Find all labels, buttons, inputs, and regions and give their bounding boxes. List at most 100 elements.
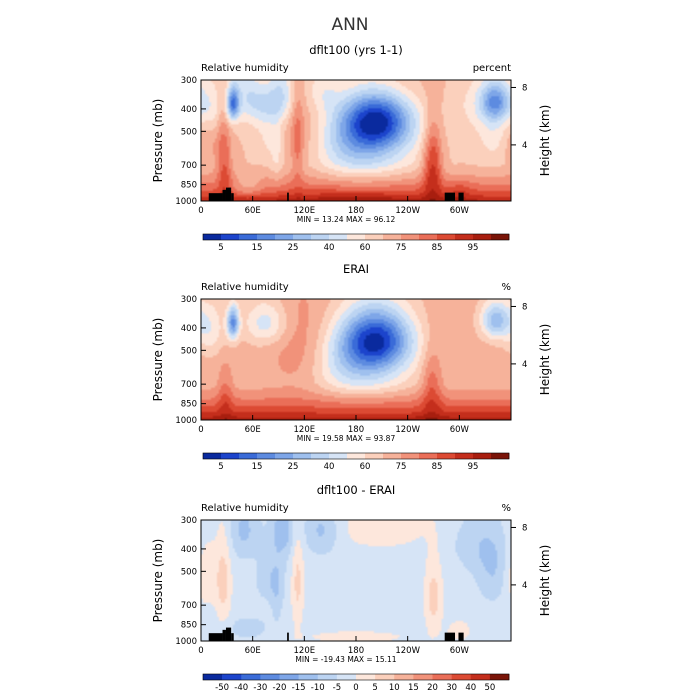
y-tick-label: 850	[181, 181, 197, 191]
colorbar-swatch	[221, 234, 240, 240]
colorbar: 5 15 25 40 60 75 85 95	[202, 452, 510, 472]
colorbar-frame	[202, 673, 510, 681]
colorbar-label: -40	[234, 683, 248, 693]
x-tick-label: 60W	[450, 206, 470, 216]
colorbar: 5 15 25 40 60 75 85 95	[202, 233, 510, 253]
colorbar-label: 85	[432, 243, 443, 253]
colorbar-label: -5	[333, 683, 341, 693]
x-tick-label: 60E	[245, 425, 261, 435]
colorbar-swatch	[329, 234, 348, 240]
height-tick-label: 8	[522, 523, 527, 533]
colorbar-swatch	[432, 674, 452, 680]
colorbar-label: -30	[253, 683, 267, 693]
colorbar-label: -50	[215, 683, 229, 693]
x-tick-label: 60W	[450, 646, 470, 656]
contour-field	[201, 80, 511, 201]
colorbar-label: 15	[252, 243, 263, 253]
y-tick-label: 850	[181, 621, 197, 631]
x-tick-label: 120W	[395, 646, 420, 656]
topography-mask	[444, 632, 456, 641]
topography-mask	[458, 632, 464, 641]
colorbar-label: 15	[252, 462, 263, 472]
colorbar-label: 5	[372, 683, 377, 693]
colorbar-swatch	[317, 674, 338, 680]
colorbar-label: 10	[389, 683, 400, 693]
y-axis-label: Pressure (mb)	[151, 318, 165, 402]
colorbar-swatch	[455, 234, 474, 240]
colorbar-swatch	[413, 674, 433, 680]
x-tick-label: 60E	[245, 646, 261, 656]
colorbar-swatch	[260, 674, 280, 680]
x-tick-label: 180	[348, 206, 364, 216]
colorbar-swatch	[239, 234, 258, 240]
colorbar-swatch	[279, 674, 299, 680]
colorbar-label: 75	[396, 243, 407, 253]
colorbar-swatch	[293, 453, 312, 459]
x-tick-label: 180	[348, 425, 364, 435]
x-tick-label: 180	[348, 646, 364, 656]
topography-mask	[208, 193, 223, 201]
topography-mask	[231, 193, 234, 201]
colorbar-swatch	[203, 674, 223, 680]
colorbar-swatch	[491, 453, 510, 459]
colorbar-swatch	[401, 234, 420, 240]
contour-field	[201, 520, 511, 641]
colorbar-swatch	[347, 234, 366, 240]
y-tick-label: 500	[181, 346, 197, 356]
variable-label: Relative humidity	[201, 503, 289, 514]
colorbar-label: -10	[311, 683, 325, 693]
y-tick-label: 300	[181, 295, 197, 305]
colorbar-label: 60	[360, 462, 371, 472]
topography-mask	[225, 627, 232, 641]
panel-title: dflt100 - ERAI	[317, 483, 396, 497]
x-tick-label: 60W	[450, 425, 470, 435]
colorbar: -50 -40 -30 -20 -15 -10 -5 0 5 10 15 20 30 40 50	[202, 673, 510, 693]
y-tick-label: 1000	[175, 197, 197, 207]
x-tick-label: 120E	[294, 646, 316, 656]
y-axis-label: Pressure (mb)	[151, 99, 165, 183]
colorbar-label: 15	[408, 683, 419, 693]
colorbar-frame	[202, 452, 510, 460]
topography-mask	[222, 629, 226, 641]
y-tick-label: 300	[181, 516, 197, 526]
x-tick-label: 60E	[245, 206, 261, 216]
colorbar-swatch	[298, 674, 319, 680]
topography-mask	[231, 633, 234, 641]
topography-mask	[444, 192, 456, 201]
height-tick-label: 4	[522, 141, 527, 151]
colorbar-swatch	[419, 453, 438, 459]
colorbar-frame	[202, 233, 510, 241]
colorbar-label: 85	[432, 462, 443, 472]
y-axis-right-label: Height (km)	[538, 545, 552, 616]
height-tick-label: 4	[522, 581, 527, 591]
y-tick-label: 700	[181, 601, 197, 611]
units-label: %	[501, 503, 511, 514]
y-tick-label: 850	[181, 400, 197, 410]
min-max-text: MIN = 19.58 MAX = 93.87	[297, 434, 396, 443]
x-tick-label: 0	[198, 206, 203, 216]
topography-mask	[287, 192, 289, 201]
colorbar-swatch	[241, 674, 261, 680]
colorbar-label: 40	[465, 683, 476, 693]
colorbar-swatch	[473, 453, 492, 459]
y-tick-label: 1000	[175, 416, 197, 426]
colorbar-swatch	[347, 453, 366, 459]
colorbar-swatch	[293, 234, 312, 240]
colorbar-label: 40	[324, 462, 335, 472]
colorbar-swatch	[275, 453, 294, 459]
colorbar-swatch	[394, 674, 414, 680]
colorbar-swatch	[470, 674, 491, 680]
panel-title: ERAI	[343, 262, 369, 276]
y-tick-label: 300	[181, 76, 197, 86]
colorbar-swatch	[365, 453, 384, 459]
colorbar-label: 5	[218, 243, 223, 253]
colorbar-swatch	[275, 234, 294, 240]
min-max-text: MIN = -19.43 MAX = 15.11	[295, 655, 396, 664]
page-title: ANN	[331, 15, 368, 35]
chart-panel-1: dflt100 (yrs 1-1) Relative humidity percen…	[151, 43, 552, 253]
colorbar-swatch	[311, 234, 330, 240]
colorbar-swatch	[203, 234, 222, 240]
